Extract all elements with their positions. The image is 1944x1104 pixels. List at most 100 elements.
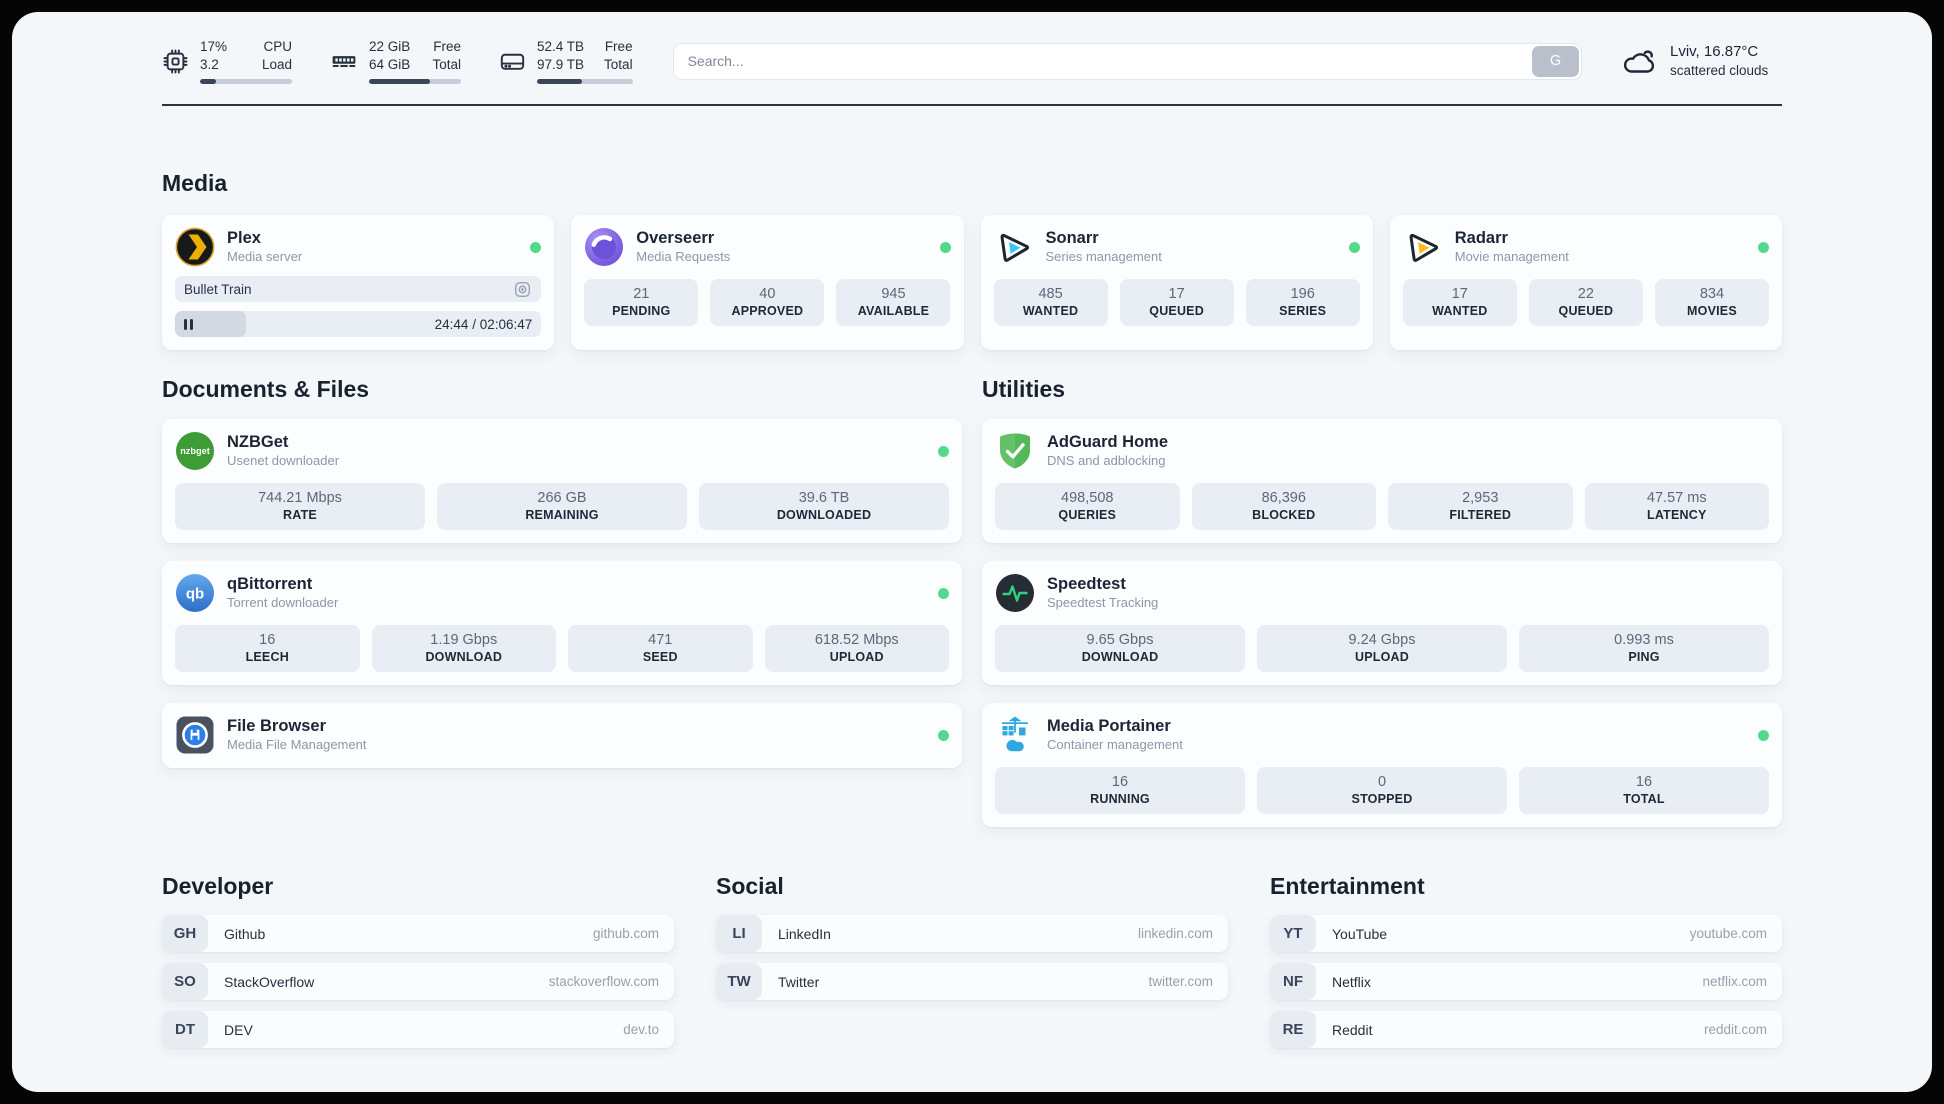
app-name: Speedtest (1047, 574, 1126, 593)
stat-download: 1.19 Gbps DOWNLOAD (371, 625, 556, 673)
search-bar: G (672, 42, 1582, 80)
bookmark-link-linkedin[interactable]: LI LinkedIn linkedin.com (716, 915, 1228, 953)
app-name: Plex (227, 228, 261, 247)
speedtest-icon (995, 573, 1035, 613)
section-title-media: Media (162, 170, 228, 197)
bookmark-link-github[interactable]: GH Github github.com (162, 915, 674, 953)
search-input[interactable] (672, 42, 1582, 80)
app-name: Media Portainer (1047, 716, 1171, 735)
app-description: Media File Management (227, 737, 367, 753)
sonarr-icon (994, 227, 1034, 267)
disk-metric: 52.4 TB 97.9 TB Free Total (499, 38, 633, 85)
ram-values: 22 GiB 64 GiB (369, 39, 411, 72)
now-playing-title: Bullet Train (184, 281, 252, 297)
stat-queued: 22 QUEUED (1528, 279, 1643, 327)
bookmark-link-netflix[interactable]: NF Netflix netflix.com (1270, 963, 1782, 1001)
pause-icon[interactable] (184, 318, 193, 330)
system-metrics: 17% 3.2 CPU Load (162, 38, 633, 85)
bookmark-link-youtube[interactable]: YT YouTube youtube.com (1270, 915, 1782, 953)
app-description: DNS and adblocking (1047, 453, 1166, 469)
app-name: Overseerr (636, 228, 715, 247)
dashboard-page: 17% 3.2 CPU Load (12, 12, 1932, 1092)
app-name: qBittorrent (227, 574, 313, 593)
plex-icon (175, 227, 215, 267)
bookmark-badge: YT (1270, 915, 1316, 953)
disk-progress-bar (537, 79, 633, 85)
portainer-icon (995, 715, 1035, 755)
section-title-developer: Developer (162, 873, 274, 900)
app-card-adguard[interactable]: AdGuard Home DNS and adblocking 498,508 … (982, 419, 1782, 544)
section-media: Media Plex Media server (162, 170, 1782, 351)
disk-icon (499, 48, 526, 75)
disk-values: 52.4 TB 97.9 TB (537, 39, 585, 72)
app-description: Speedtest Tracking (1047, 595, 1159, 611)
weather-condition: scattered clouds (1670, 63, 1769, 79)
bookmark-link-twitter[interactable]: TW Twitter twitter.com (716, 963, 1228, 1001)
bookmark-badge: SO (162, 963, 208, 1001)
disk-labels: Free Total (604, 39, 633, 72)
stat-approved: 40 APPROVED (710, 279, 825, 327)
header-divider (162, 104, 1782, 107)
app-card-portainer[interactable]: Media Portainer Container management 16 … (982, 703, 1782, 828)
app-description: Usenet downloader (227, 453, 340, 469)
webcam-icon[interactable] (513, 280, 532, 299)
section-developer: Developer GH Github github.com SO StackO… (162, 873, 674, 1049)
app-card-plex[interactable]: Plex Media server Bullet Train (162, 215, 555, 351)
app-name: AdGuard Home (1047, 432, 1169, 451)
app-card-speedtest[interactable]: Speedtest Speedtest Tracking 9.65 Gbps D… (982, 561, 1782, 686)
stat-rate: 744.21 Mbps RATE (175, 483, 425, 531)
stat-remaining: 266 GB REMAINING (437, 483, 687, 531)
bookmark-link-stackoverflow[interactable]: SO StackOverflow stackoverflow.com (162, 963, 674, 1001)
stat-series: 196 SERIES (1245, 279, 1360, 327)
status-indicator (1758, 729, 1769, 741)
app-name: File Browser (227, 716, 327, 735)
ram-icon (330, 48, 358, 74)
app-card-overseerr[interactable]: Overseerr Media Requests 21 PENDING 40 A… (571, 215, 964, 351)
app-card-qbittorrent[interactable]: qb qBittorrent Torrent downloader (162, 561, 962, 686)
stat-wanted: 17 WANTED (1402, 279, 1517, 327)
bookmark-link-dev[interactable]: DT DEV dev.to (162, 1011, 674, 1049)
status-indicator (938, 729, 949, 741)
playback-time: 24:44 / 02:06:47 (434, 316, 533, 332)
app-description: Container management (1047, 737, 1183, 753)
app-card-nzbget[interactable]: nzbget NZBGet Usenet downloader 74 (162, 419, 962, 544)
stat-downloaded: 39.6 TB DOWNLOADED (699, 483, 949, 531)
stat-upload: 618.52 Mbps UPLOAD (764, 625, 949, 673)
search-engine-button[interactable]: G (1532, 45, 1579, 77)
now-playing-row: Bullet Train (175, 276, 542, 303)
weather-widget[interactable]: Lviv, 16.87°C scattered clouds (1622, 42, 1782, 80)
section-title-entertainment: Entertainment (1270, 873, 1425, 900)
stat-latency: 47.57 ms LATENCY (1584, 483, 1769, 531)
app-card-radarr[interactable]: Radarr Movie management 17 WANTED 22 QUE… (1389, 215, 1782, 351)
stat-queued: 17 QUEUED (1119, 279, 1234, 327)
section-entertainment: Entertainment YT YouTube youtube.com NF … (1270, 873, 1782, 1049)
filebrowser-icon (175, 715, 215, 755)
bookmark-badge: DT (162, 1011, 208, 1049)
section-social: Social LI LinkedIn linkedin.com TW Twitt… (716, 873, 1228, 1001)
stat-wanted: 485 WANTED (993, 279, 1108, 327)
app-card-sonarr[interactable]: Sonarr Series management 485 WANTED 17 Q… (980, 215, 1373, 351)
bookmark-badge: NF (1270, 963, 1316, 1001)
stat-seed: 471 SEED (568, 625, 753, 673)
stat-blocked: 86,396 BLOCKED (1191, 483, 1376, 531)
section-documents: Documents & Files nzbget (162, 376, 962, 769)
bookmark-link-reddit[interactable]: RE Reddit reddit.com (1270, 1011, 1782, 1049)
adguard-icon (995, 431, 1035, 471)
status-indicator (1758, 241, 1769, 253)
stat-pending: 21 PENDING (584, 279, 699, 327)
app-description: Movie management (1454, 249, 1569, 265)
stat-ping: 0.993 ms PING (1519, 625, 1769, 673)
status-indicator (938, 587, 949, 599)
playback-progress-row[interactable]: 24:44 / 02:06:47 (175, 311, 542, 338)
status-indicator (938, 445, 949, 457)
stat-running: 16 RUNNING (995, 767, 1245, 815)
ram-labels: Free Total (432, 39, 461, 72)
status-indicator (939, 241, 951, 253)
app-description: Series management (1045, 249, 1162, 265)
stat-movies: 834 MOVIES (1654, 279, 1769, 327)
stat-upload: 9.24 Gbps UPLOAD (1257, 625, 1507, 673)
app-card-filebrowser[interactable]: File Browser Media File Management (162, 703, 962, 769)
radarr-icon (1403, 227, 1443, 267)
bookmark-badge: GH (162, 915, 208, 953)
cloud-icon (1622, 46, 1658, 76)
